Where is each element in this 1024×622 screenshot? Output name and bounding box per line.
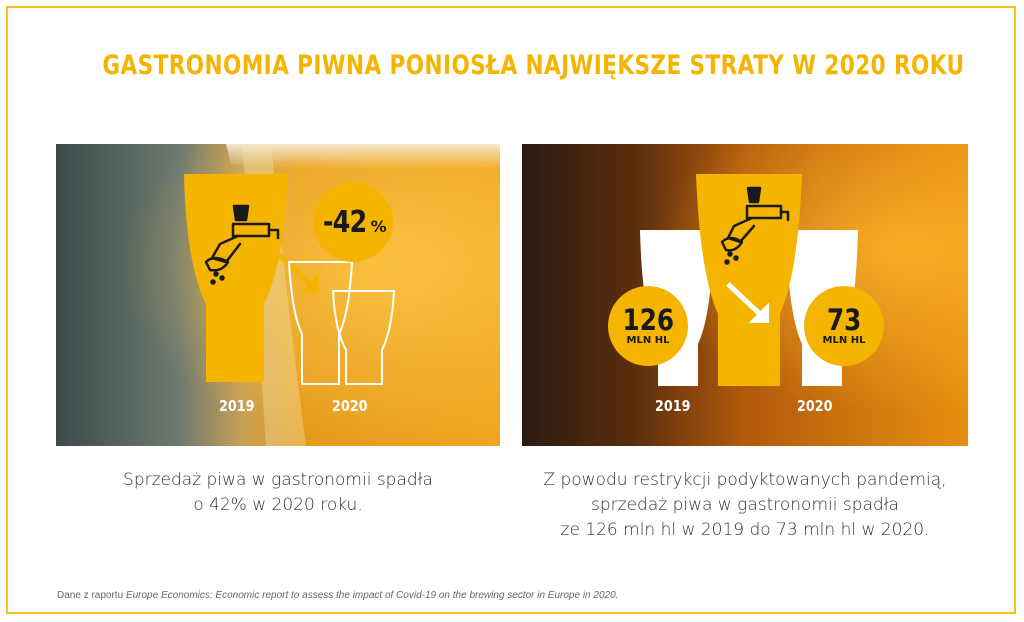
right-panel-graphic (522, 144, 968, 446)
year-label-2019: 2019 (655, 397, 691, 415)
beer-glass-icon (696, 174, 802, 386)
year-label-2020: 2020 (797, 397, 833, 415)
caption-line: Sprzedaż piwa w gastronomii spadła (123, 470, 433, 490)
left-panel-graphic (56, 144, 500, 446)
year-label-2019: 2019 (219, 397, 255, 415)
arrow-down-right-icon (276, 252, 319, 293)
page-title: GASTRONOMIA PIWNA PONIOSŁA NAJWIĘKSZE ST… (102, 50, 965, 81)
right-caption: Z powodu restrykcji podyktowanych pandem… (522, 468, 968, 543)
value-2020-badge: 73 MLN HL (804, 286, 884, 366)
percent-value: -42 (323, 204, 367, 240)
beer-glass-icon (184, 174, 288, 382)
year-label-2020: 2020 (332, 397, 368, 415)
caption-line: ze 126 mln hl w 2019 do 73 mln hl w 2020… (560, 520, 930, 540)
source-prefix: Dane z raportu (57, 590, 126, 601)
value-2019-unit: MLN HL (626, 335, 670, 346)
right-infographic-panel: 126 MLN HL 73 MLN HL 2019 2020 (522, 144, 968, 446)
caption-line: sprzedaż piwa w gastronomii spadła (591, 495, 899, 515)
percent-change-badge: -42 % (313, 182, 393, 262)
left-infographic-panel: -42 % 2019 2020 (56, 144, 500, 446)
value-2020-unit: MLN HL (822, 335, 866, 346)
left-caption: Sprzedaż piwa w gastronomii spadła o 42%… (56, 468, 500, 518)
beer-tap-icon (720, 186, 790, 265)
value-2019: 126 (622, 303, 674, 337)
beer-tap-icon (204, 204, 280, 285)
frame-border (6, 6, 1016, 614)
caption-line: o 42% w 2020 roku. (193, 495, 363, 515)
source-title: Europe Economics: Economic report to ass… (125, 590, 619, 601)
arrow-down-right-icon (726, 282, 769, 323)
value-2019-badge: 126 MLN HL (608, 286, 688, 366)
percent-sign: % (370, 216, 387, 236)
value-2020: 73 (826, 303, 862, 337)
small-glass-outlines (287, 261, 396, 385)
caption-line: Z powodu restrykcji podyktowanych pandem… (543, 470, 947, 490)
source-note: Dane z raportu Europe Economics: Economi… (57, 590, 618, 601)
